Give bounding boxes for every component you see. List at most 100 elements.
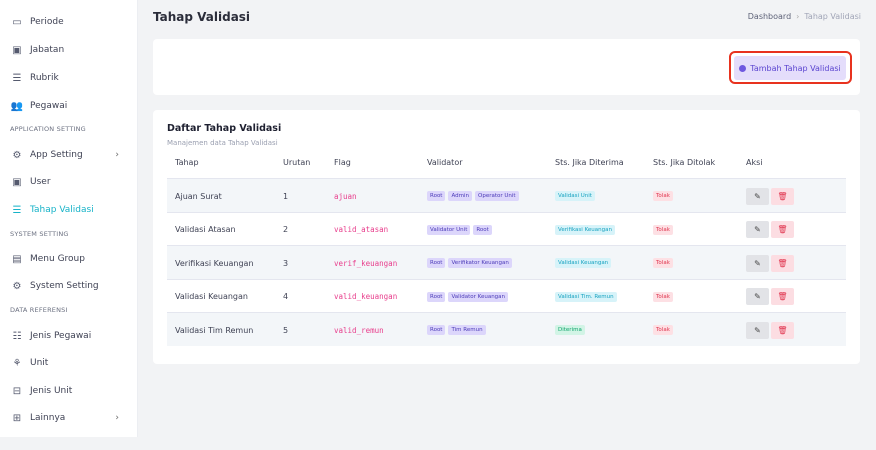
status-badge: Tolak xyxy=(653,325,673,336)
cell-ditolak: Tolak xyxy=(653,246,676,280)
cell-tahap: Validasi Keuangan xyxy=(175,292,248,302)
validator-badge: Verifikator Keuangan xyxy=(448,258,512,269)
delete-button[interactable]: 🗑 xyxy=(771,321,794,339)
list-card-icon: ☰ xyxy=(12,72,22,84)
breadcrumb-separator: › xyxy=(796,12,800,21)
sidebar-item-pegawai[interactable]: 👥 Pegawai xyxy=(10,100,68,112)
validator-badge: Root xyxy=(427,291,446,302)
sidebar-item-periode[interactable]: ▭ Periode xyxy=(12,16,64,28)
status-badge: Diterima xyxy=(555,325,585,336)
edit-button[interactable]: ✎ xyxy=(746,254,769,272)
edit-button[interactable]: ✎ xyxy=(746,221,769,239)
status-badge: Validasi Tim. Remun xyxy=(555,291,617,302)
users-icon: 👥 xyxy=(10,100,24,112)
cell-validator: Root Tim Remun xyxy=(427,313,489,347)
cell-tahap: Verifikasi Keuangan xyxy=(175,258,254,268)
cell-urutan: 3 xyxy=(283,258,289,268)
sidebar-item-menu-group[interactable]: ▤ Menu Group xyxy=(12,253,85,265)
calendar-icon: ▭ xyxy=(12,16,22,28)
section-data-referensi: DATA REFERENSI xyxy=(10,306,68,314)
user-badge-icon: ▣ xyxy=(12,176,22,188)
sidebar-item-rubrik[interactable]: ☰ Rubrik xyxy=(12,72,59,84)
column-header: Tahap xyxy=(175,158,199,167)
sidebar-item-jenis-pegawai[interactable]: ☷ Jenis Pegawai xyxy=(12,330,92,342)
validator-badge: Tim Remun xyxy=(448,325,486,336)
sitemap-icon: ⚘ xyxy=(12,357,22,369)
status-badge: Tolak xyxy=(653,224,673,235)
column-header: Flag xyxy=(334,158,351,167)
cell-aksi: ✎ 🗑 xyxy=(746,280,796,314)
table-subtitle: Manajemen data Tahap Validasi xyxy=(167,139,278,147)
sidebar-item-jabatan[interactable]: ▣ Jabatan xyxy=(12,44,65,56)
plus-circle-icon xyxy=(739,64,747,72)
archive-icon: ⊟ xyxy=(12,385,22,397)
cell-tahap: Ajuan Surat xyxy=(175,191,222,201)
cell-validator: Root Admin Operator Unit xyxy=(427,179,522,213)
server-icon: ▤ xyxy=(12,253,22,265)
cell-tahap: Validasi Tim Remun xyxy=(175,325,254,335)
cell-aksi: ✎ 🗑 xyxy=(746,179,796,213)
validator-badge: Root xyxy=(427,191,446,201)
breadcrumb-current: Tahap Validasi xyxy=(804,12,861,21)
sidebar-item-unit[interactable]: ⚘ Unit xyxy=(12,357,49,369)
delete-button[interactable]: 🗑 xyxy=(771,254,794,272)
cell-ditolak: Tolak xyxy=(653,280,676,314)
table-row: Ajuan Surat 1 ajuan Root Admin Operator Unit V… xyxy=(167,178,846,212)
cell-diterima: Validasi Unit xyxy=(555,179,598,213)
cell-flag: valid_remun xyxy=(334,325,384,335)
delete-button[interactable]: 🗑 xyxy=(771,187,794,205)
add-tahap-validasi-button[interactable]: Tambah Tahap Validasi xyxy=(734,56,846,80)
status-badge: Tolak xyxy=(653,258,673,269)
sidebar-item-jenis-unit[interactable]: ⊟ Jenis Unit xyxy=(12,385,73,397)
table-row: Validasi Atasan 2 valid_atasan Validator Un… xyxy=(167,211,846,247)
column-header: Urutan xyxy=(283,158,311,167)
sidebar-item-app-setting[interactable]: ⚙ App Setting › xyxy=(12,149,119,161)
edit-button[interactable]: ✎ xyxy=(746,288,769,306)
edit-button[interactable]: ✎ xyxy=(746,321,769,339)
table-row: Verifikasi Keuangan 3 verif_keuangan Root Ve… xyxy=(167,245,846,280)
cell-validator: Validator Unit Root xyxy=(427,213,495,247)
cell-flag: valid_atasan xyxy=(334,225,389,235)
sidebar: ▭ Periode ▣ Jabatan ☰ Rubrik 👥 Pegawai APPLI… xyxy=(0,0,138,437)
delete-button[interactable]: 🗑 xyxy=(771,288,794,306)
table-row: Validasi Tim Remun 5 valid_remun Root Tim Re… xyxy=(167,312,846,347)
cell-flag: verif_keuangan xyxy=(334,258,398,268)
gear-icon: ⚙ xyxy=(12,149,22,161)
sidebar-item-tahap-validasi[interactable]: ☰ Tahap Validasi xyxy=(12,204,94,216)
highlight-box xyxy=(729,51,852,84)
cell-aksi: ✎ 🗑 xyxy=(746,246,796,280)
sidebar-item-lainnya[interactable]: ⊞ Lainnya › xyxy=(12,412,119,424)
cell-diterima: Validasi Tim. Remun xyxy=(555,280,620,314)
id-badge-icon: ▣ xyxy=(12,44,22,56)
validator-badge: Root xyxy=(427,258,446,269)
section-system-setting: SYSTEM SETTING xyxy=(10,230,69,238)
page-title: Tahap Validasi xyxy=(153,10,251,24)
validator-badge: Admin xyxy=(448,191,472,201)
chevron-right-icon: › xyxy=(115,413,119,423)
cell-flag: valid_keuangan xyxy=(334,292,398,302)
sidebar-item-user[interactable]: ▣ User xyxy=(12,176,51,188)
table-title: Daftar Tahap Validasi xyxy=(167,123,282,134)
cell-validator: Root Verifikator Keuangan xyxy=(427,246,515,280)
cell-flag: ajuan xyxy=(334,191,357,201)
grid-icon: ⊞ xyxy=(12,412,22,424)
cell-ditolak: Tolak xyxy=(653,313,676,347)
table-row: Validasi Keuangan 4 valid_keuangan Root Vali… xyxy=(167,278,846,314)
cell-urutan: 2 xyxy=(283,225,289,235)
validator-badge: Validator Keuangan xyxy=(448,291,509,302)
validator-badge: Operator Unit xyxy=(475,191,519,201)
cog-outline-icon: ⚙ xyxy=(12,280,22,292)
cell-urutan: 4 xyxy=(283,292,289,302)
validator-badge: Validator Unit xyxy=(427,224,471,235)
status-badge: Validasi Unit xyxy=(555,191,595,201)
cell-aksi: ✎ 🗑 xyxy=(746,313,796,347)
column-header: Sts. Jika Ditolak xyxy=(653,158,716,167)
breadcrumb-dashboard[interactable]: Dashboard xyxy=(747,12,792,21)
delete-button[interactable]: 🗑 xyxy=(771,221,794,239)
column-header: Validator xyxy=(427,158,463,167)
sidebar-item-system-setting[interactable]: ⚙ System Setting xyxy=(12,280,99,292)
cell-urutan: 5 xyxy=(283,325,289,335)
status-badge: Validasi Keuangan xyxy=(555,258,612,269)
cell-diterima: Verifikasi Keuangan xyxy=(555,213,618,247)
edit-button[interactable]: ✎ xyxy=(746,187,769,205)
